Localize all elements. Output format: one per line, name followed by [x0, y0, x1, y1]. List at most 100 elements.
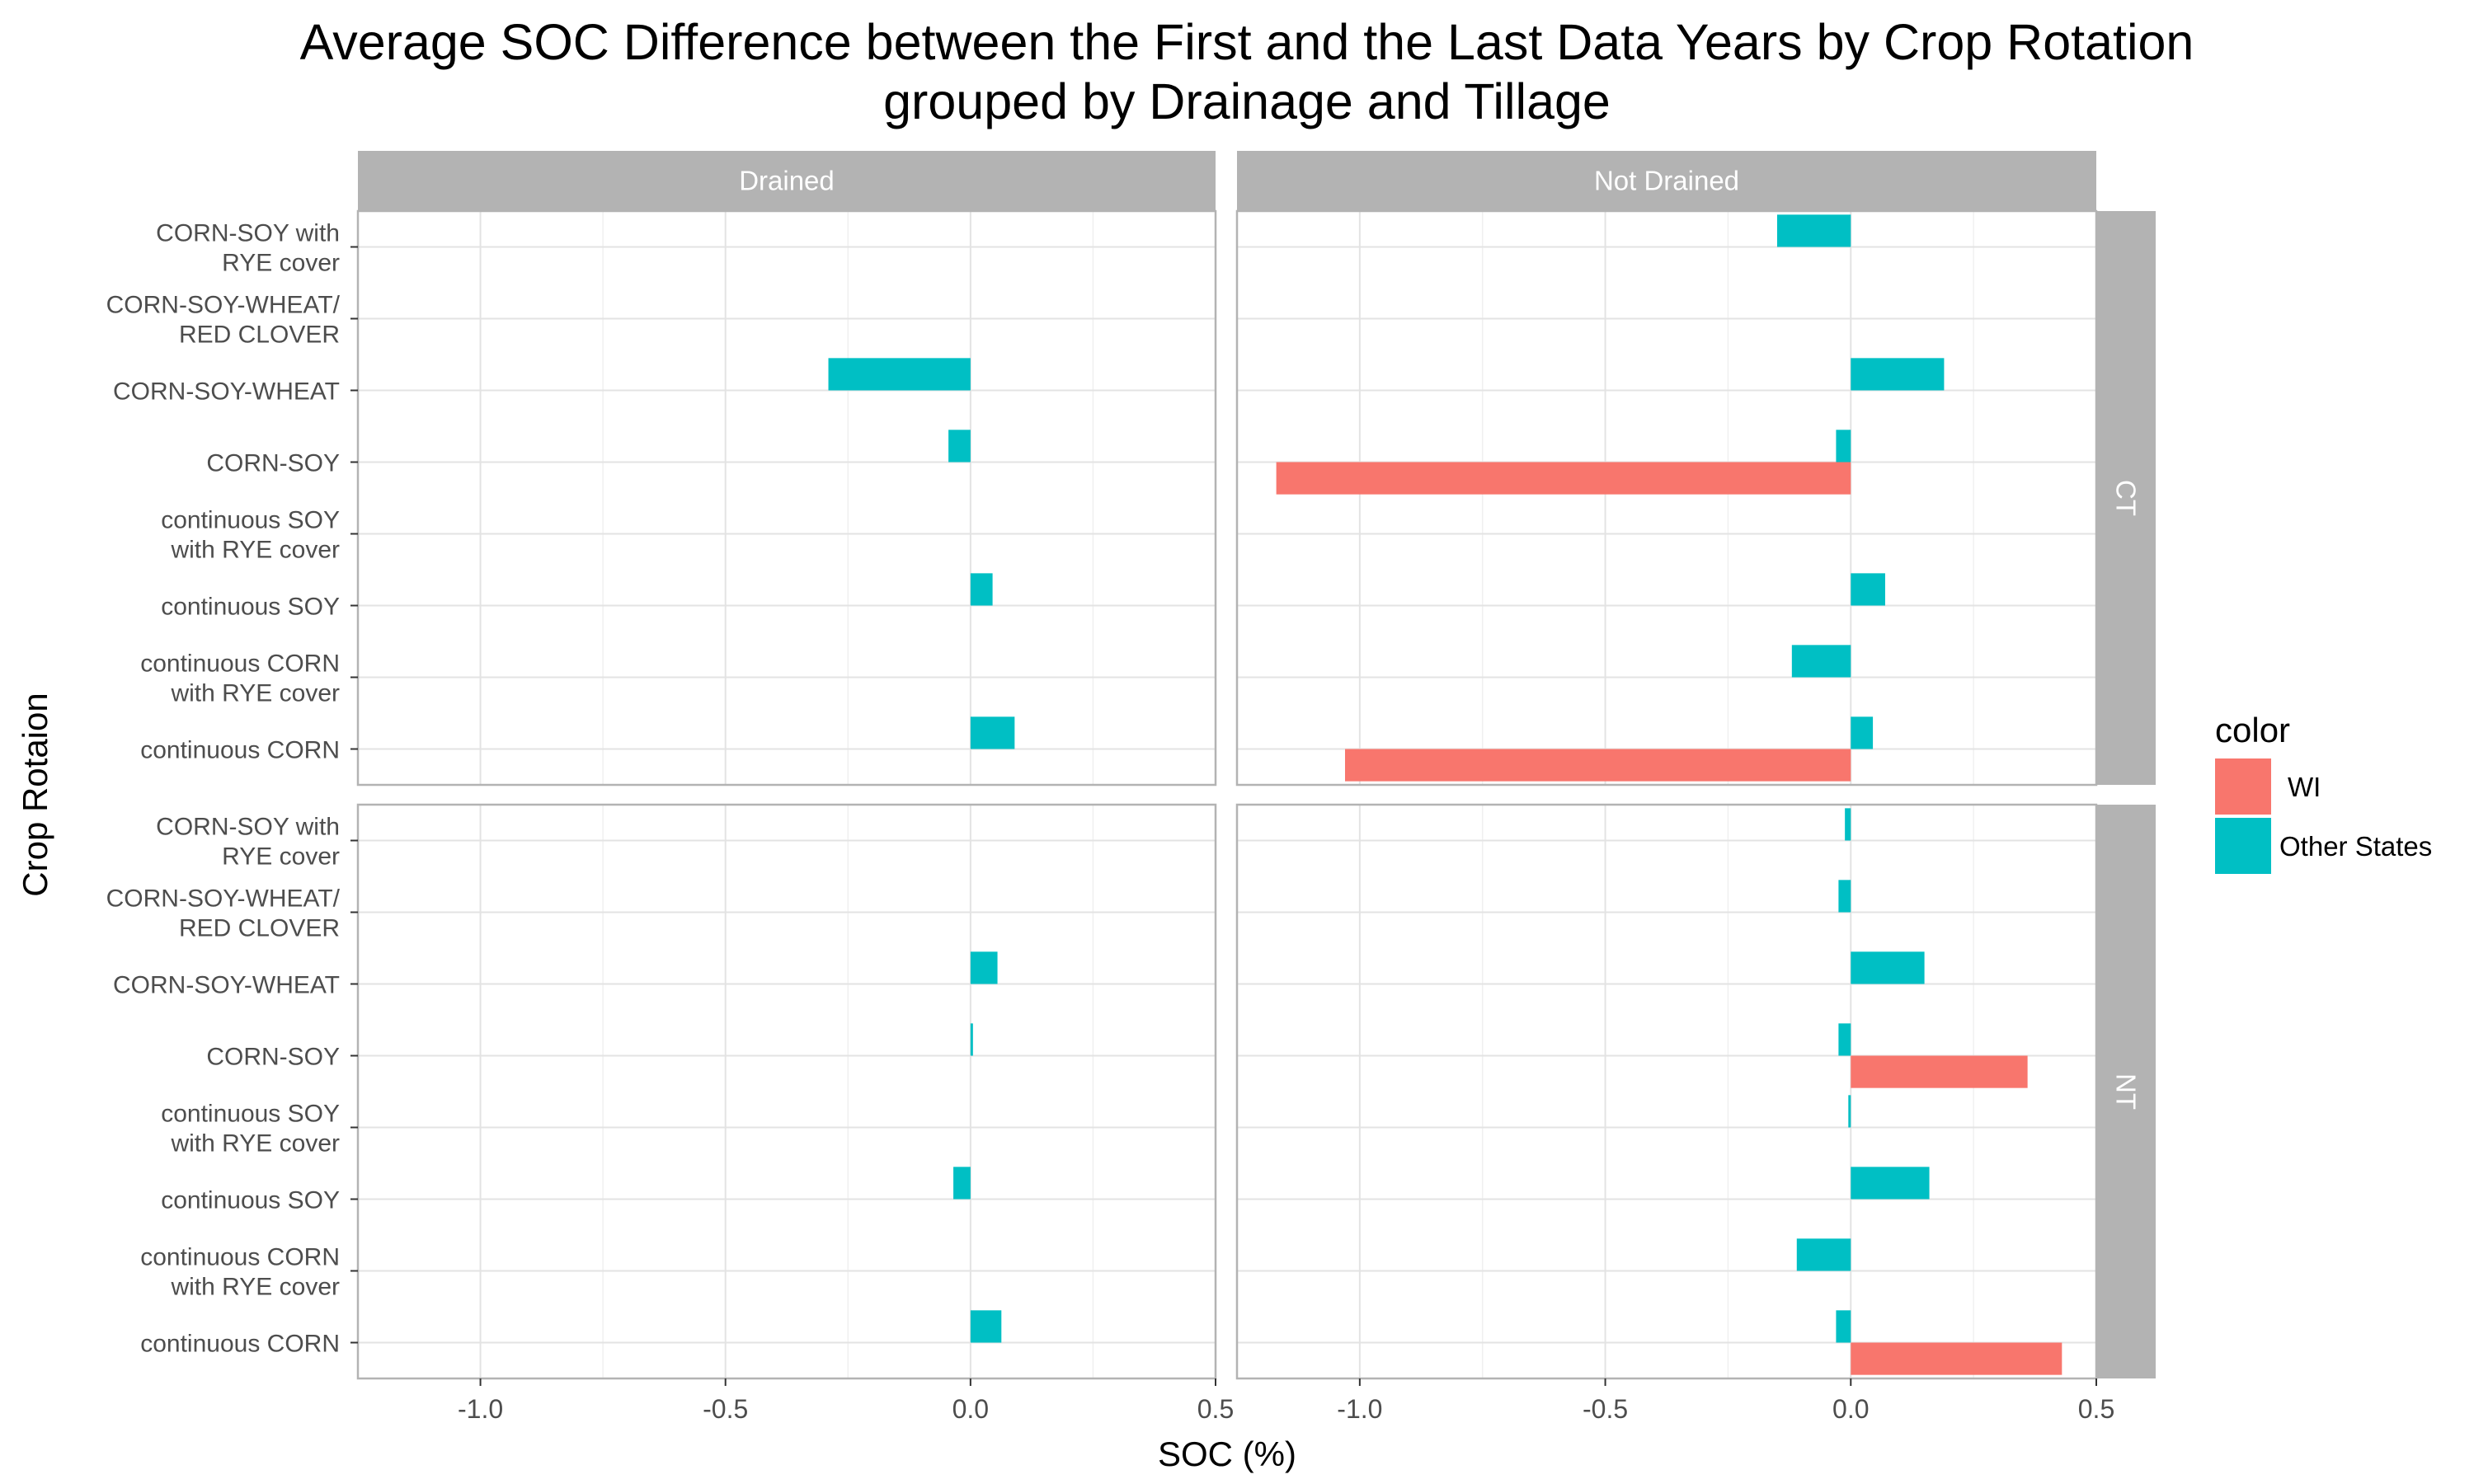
- y-tick-label-line: CORN-SOY: [206, 450, 340, 477]
- bar-wi: [1851, 1342, 2062, 1375]
- y-tick-label: continuous SOY with RYE cover: [161, 1101, 340, 1158]
- legend-label: Other States: [2279, 831, 2432, 862]
- y-tick-label-line: continuous CORN: [140, 1244, 340, 1271]
- legend-title: color: [2215, 711, 2290, 749]
- strip-nt: [2096, 805, 2156, 1378]
- bar-other-states: [970, 951, 998, 984]
- panel-background: [1237, 805, 2096, 1378]
- y-tick-label-line: RYE cover: [222, 250, 340, 277]
- y-tick-label: continuous SOY: [161, 1187, 340, 1214]
- bar-other-states: [1836, 430, 1851, 463]
- chart-title-line: grouped by Drainage and Tillage: [883, 73, 1611, 129]
- x-axis-title: SOC (%): [1158, 1435, 1296, 1473]
- y-tick-label-line: CORN-SOY-WHEAT: [113, 378, 340, 406]
- strip-label: CT: [2111, 480, 2142, 516]
- y-tick-label-line: continuous CORN: [140, 650, 340, 678]
- y-tick-label: continuous CORN with RYE cover: [140, 1244, 340, 1301]
- bar-other-states: [1776, 214, 1851, 247]
- y-tick-label-line: with RYE cover: [170, 1130, 340, 1158]
- panel-background: [358, 805, 1216, 1378]
- strip-label: Not Drained: [1594, 166, 1739, 196]
- panels-layer: [356, 209, 2098, 1380]
- y-tick-label-line: continuous SOY: [161, 507, 340, 534]
- panel-drained-nt: [356, 803, 1217, 1380]
- y-tick-label-line: CORN-SOY: [206, 1044, 340, 1071]
- bar-other-states: [1848, 1095, 1851, 1128]
- panel-drained-ct: [356, 209, 1217, 787]
- bar-other-states: [970, 1310, 1002, 1343]
- y-tick-label-line: CORN-SOY-WHEAT/: [106, 292, 341, 319]
- y-tick-label-line: continuous SOY: [161, 594, 340, 621]
- y-tick-label-line: CORN-SOY with: [156, 814, 340, 841]
- panel-border: [356, 803, 1217, 1380]
- chart-title-line: Average SOC Difference between the First…: [300, 14, 2194, 70]
- bar-other-states: [1851, 1167, 1930, 1200]
- y-tick-label-line: continuous CORN: [140, 1331, 340, 1358]
- strip-not-drained: [1237, 151, 2096, 211]
- strip-drained: [358, 151, 1216, 211]
- y-tick-label-line: continuous SOY: [161, 1101, 340, 1128]
- y-axis-title: Crop Rotaion: [16, 693, 54, 896]
- strip-label: NT: [2111, 1073, 2142, 1110]
- panel-background: [1237, 211, 2096, 785]
- x-tick-label: 0.0: [952, 1394, 989, 1424]
- bar-other-states: [828, 358, 971, 391]
- strip-label: Drained: [739, 166, 835, 196]
- y-tick-label: CORN-SOY-WHEAT/RED CLOVER: [106, 885, 341, 942]
- bar-other-states: [1838, 1023, 1851, 1056]
- y-tick-label: continuous CORN: [140, 737, 340, 764]
- x-tick-label: -1.0: [458, 1394, 503, 1424]
- y-tick-label: continuous SOY: [161, 594, 340, 621]
- y-tick-label-line: CORN-SOY with: [156, 220, 340, 247]
- bar-other-states: [970, 1023, 973, 1056]
- y-tick-label: CORN-SOY: [206, 1044, 340, 1071]
- x-tick-label: 0.5: [2078, 1394, 2114, 1424]
- bar-wi: [1276, 462, 1851, 495]
- bar-other-states: [1851, 573, 1885, 606]
- bar-other-states: [1851, 951, 1925, 984]
- y-tick-label-line: RED CLOVER: [179, 915, 340, 942]
- x-tick-label: -0.5: [703, 1394, 748, 1424]
- legend-swatch-wi: [2215, 758, 2271, 815]
- x-tick-label: 0.5: [1197, 1394, 1234, 1424]
- bar-wi: [1344, 749, 1851, 782]
- bar-other-states: [1836, 1310, 1851, 1343]
- y-tick-label: CORN-SOY: [206, 450, 340, 477]
- bar-other-states: [970, 716, 1015, 749]
- bar-other-states: [1838, 880, 1851, 913]
- y-tick-label: continuous CORN: [140, 1331, 340, 1358]
- y-tick-label: continuous CORN with RYE cover: [140, 650, 340, 707]
- chart-title: Average SOC Difference between the First…: [300, 14, 2194, 129]
- x-tick-label: -1.0: [1337, 1394, 1382, 1424]
- y-tick-label-line: RYE cover: [222, 843, 340, 871]
- bar-other-states: [948, 430, 971, 463]
- bar-other-states: [1796, 1238, 1851, 1271]
- bar-other-states: [953, 1167, 971, 1200]
- x-tick-label: 0.0: [1832, 1394, 1869, 1424]
- y-tick-label: CORN-SOY-WHEAT: [113, 378, 340, 406]
- y-tick-label-line: continuous CORN: [140, 737, 340, 764]
- y-tick-label: CORN-SOY-WHEAT/RED CLOVER: [106, 292, 341, 349]
- y-tick-label-line: with RYE cover: [170, 537, 340, 564]
- y-tick-label: continuous SOY with RYE cover: [161, 507, 340, 564]
- bar-other-states: [1851, 716, 1874, 749]
- bar-other-states: [970, 573, 993, 606]
- bar-other-states: [1845, 808, 1851, 841]
- y-tick-label-line: CORN-SOY-WHEAT: [113, 972, 340, 999]
- panel-background: [358, 211, 1216, 785]
- y-tick-label-line: with RYE cover: [170, 1274, 340, 1301]
- strip-ct: [2096, 211, 2156, 785]
- legend-label: WI: [2288, 772, 2321, 802]
- y-tick-label: CORN-SOY-WHEAT: [113, 972, 340, 999]
- panel-not-drained-nt: [1235, 803, 2098, 1380]
- bar-other-states: [1791, 645, 1851, 678]
- y-tick-label-line: continuous SOY: [161, 1187, 340, 1214]
- x-tick-label: -0.5: [1583, 1394, 1628, 1424]
- y-tick-label-line: with RYE cover: [170, 680, 340, 707]
- bar-wi: [1851, 1055, 2028, 1088]
- legend-swatch-other-states: [2215, 818, 2271, 874]
- y-tick-label-line: RED CLOVER: [179, 322, 340, 349]
- y-tick-label-line: CORN-SOY-WHEAT/: [106, 885, 341, 913]
